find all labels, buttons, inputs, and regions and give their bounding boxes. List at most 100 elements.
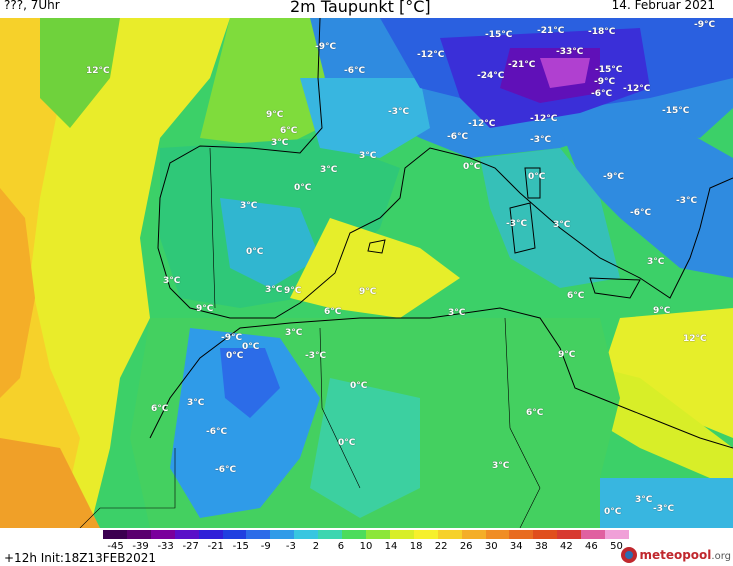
meteopool-logo[interactable]: meteopool.org [621, 546, 731, 564]
temperature-label: 3°C [265, 285, 283, 295]
colorbar-tick-label: -3 [285, 541, 296, 552]
colorbar-tick-label: -39 [132, 541, 149, 552]
colorbar-segment [318, 530, 343, 539]
colorbar-segment [413, 530, 438, 539]
temperature-label: -6°C [447, 132, 469, 142]
temperature-label: 3°C [163, 276, 181, 286]
temperature-label: 0°C [463, 162, 481, 172]
temperature-label: -9°C [603, 172, 625, 182]
temperature-label: -9°C [594, 77, 616, 87]
coastline-north [157, 18, 733, 319]
temperature-label: 0°C [350, 381, 368, 391]
colorbar-tick-label: -9 [260, 541, 271, 552]
legend-ticks: -45 -39 -33 -27 -21 -15 -9 -3 2 6 10 14 18 22 26 30 34 38… [103, 541, 629, 553]
temperature-label: 9°C [266, 110, 284, 120]
colorbar-segment [342, 530, 366, 539]
colorbar-tick-label: 2 [312, 541, 320, 552]
field-iberia-cool [220, 198, 320, 288]
temperature-label: -6°C [591, 89, 613, 99]
field-algeria-cool [310, 378, 420, 518]
temperature-label: 3°C [271, 138, 289, 148]
meteopool-logo-icon [621, 547, 638, 563]
colorbar-segment [246, 530, 271, 539]
temperature-label: -3°C [653, 504, 675, 514]
colorbar-segment [485, 530, 510, 539]
map-title: 2m Taupunkt [°C] [290, 0, 431, 16]
temperature-label: -3°C [305, 351, 327, 361]
colorbar-segment [605, 530, 629, 539]
field-balkans [560, 128, 733, 278]
colorbar-tick-label: 38 [534, 541, 548, 552]
colorbar-segment [126, 530, 151, 539]
temperature-label: 0°C [338, 438, 356, 448]
header-bar: ???, 7Uhr 2m Taupunkt [°C] 14. Februar 2… [0, 0, 733, 20]
field-atlas-core [220, 348, 280, 418]
coastline-mallorca [367, 239, 386, 254]
temperature-label: -12°C [623, 84, 651, 94]
temperature-label: -3°C [388, 107, 410, 117]
temperature-label: -12°C [530, 114, 558, 124]
colorbar-segment [270, 530, 295, 539]
temperature-label: 3°C [285, 328, 303, 338]
field-alps-peak [540, 58, 590, 88]
legend-colorbar [103, 530, 629, 539]
colorbar-segment [437, 530, 462, 539]
colorbar-tick-label: -27 [182, 541, 199, 552]
temperature-label: -9°C [221, 333, 243, 343]
temperature-label: -15°C [595, 65, 623, 75]
colorbar-segment [174, 530, 199, 539]
temperature-label: -3°C [530, 135, 552, 145]
temperature-label: 9°C [558, 350, 576, 360]
field-biscay [200, 18, 330, 148]
temperature-label: 12°C [683, 334, 707, 344]
colorbar-tick-label: 34 [509, 541, 523, 552]
temperature-label: -6°C [215, 465, 237, 475]
colorbar-tick-label: 30 [484, 541, 498, 552]
temperature-label: 0°C [528, 172, 546, 182]
temperature-label: 12°C [86, 66, 110, 76]
field-sw-orange [0, 438, 100, 528]
logo-name: meteopool [639, 548, 712, 562]
temperature-label: -6°C [344, 66, 366, 76]
colorbar-tick-label: 42 [560, 541, 573, 552]
temperature-label: -24°C [477, 71, 505, 81]
logo-text: meteopool.org [639, 548, 731, 562]
temperature-label: 6°C [526, 408, 544, 418]
temperature-label: 6°C [151, 404, 169, 414]
colorbar-segment [365, 530, 390, 539]
borders [79, 147, 541, 528]
temperature-label: -3°C [676, 196, 698, 206]
temperature-label: 3°C [320, 165, 338, 175]
model-run-label: +12h Init:18Z13FEB2021 [4, 551, 156, 565]
temperature-label: -33°C [556, 47, 584, 57]
temperature-label: 3°C [492, 461, 510, 471]
field-se-corner [600, 478, 733, 528]
temperature-label: 0°C [294, 183, 312, 193]
colorbar-segment [389, 530, 414, 539]
colorbar-segment [581, 530, 606, 539]
field-north-atlantic [40, 18, 120, 128]
temperature-label: 3°C [187, 398, 205, 408]
border-morocco-algeria [319, 327, 361, 489]
border-western-sahara [79, 448, 176, 528]
colorbar-tick-label: -21 [207, 541, 224, 552]
colorbar-tick-label: -15 [232, 541, 249, 552]
map-fields [0, 18, 733, 528]
temperature-label: -12°C [417, 50, 445, 60]
temperature-label: -12°C [468, 119, 496, 129]
logo-suffix: .org [711, 551, 731, 562]
temperature-label: -21°C [508, 60, 536, 70]
colorbar-tick-label: 46 [585, 541, 598, 552]
coastline-sicily [589, 277, 641, 299]
valid-time-label: ???, 7Uhr [4, 0, 60, 12]
field-france [300, 78, 430, 158]
temperature-label: -9°C [694, 20, 716, 30]
temperature-label: -15°C [485, 30, 513, 40]
coastline-corsica [524, 167, 541, 199]
colorbar-segment [557, 530, 582, 539]
temperature-label: 0°C [246, 247, 264, 257]
temperature-label: 9°C [359, 287, 377, 297]
border-portugal [209, 147, 216, 309]
colorbar-tick-label: 6 [337, 541, 345, 552]
temperature-label: 6°C [280, 126, 298, 136]
